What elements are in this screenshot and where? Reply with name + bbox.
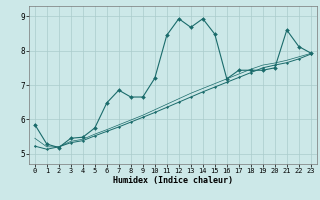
X-axis label: Humidex (Indice chaleur): Humidex (Indice chaleur): [113, 176, 233, 185]
